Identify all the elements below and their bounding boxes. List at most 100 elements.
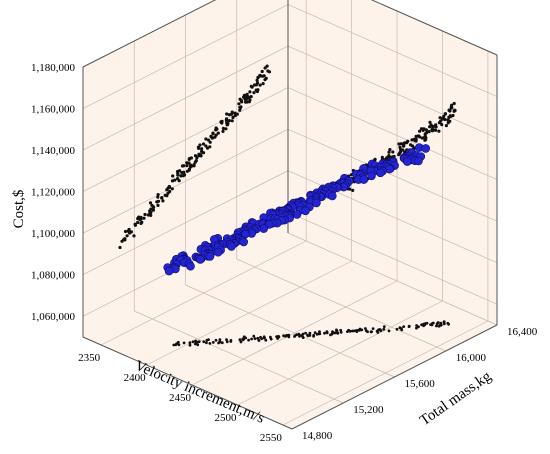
projection-xz-point xyxy=(450,103,454,107)
projection-xz-point xyxy=(443,112,447,116)
projection-xz-point xyxy=(430,129,434,133)
projection-xy-point xyxy=(430,322,434,326)
projection-yz-point xyxy=(139,221,143,225)
projection-yz-point xyxy=(193,154,198,158)
projection-yz-point xyxy=(151,208,155,212)
edge-front-x xyxy=(82,336,293,430)
gridline-z-right xyxy=(287,45,498,139)
gridline-y-floor xyxy=(236,258,446,352)
projection-yz-point xyxy=(155,200,159,204)
projection-xy-point xyxy=(252,334,256,338)
z-axis-title: Cost,$ xyxy=(11,189,27,228)
projection-yz-point xyxy=(179,174,183,178)
projection-yz-point xyxy=(187,157,191,161)
data-point xyxy=(312,198,321,208)
projection-yz-point xyxy=(209,135,213,139)
projection-xz-point xyxy=(420,136,424,140)
projection-xy-point xyxy=(435,324,438,328)
projection-xy-point xyxy=(301,335,304,338)
projection-yz-point xyxy=(127,231,132,235)
projection-yz-point xyxy=(201,151,206,155)
projection-yz-point xyxy=(245,92,249,96)
projection-yz-point xyxy=(136,220,140,225)
projection-xy-point xyxy=(211,341,215,344)
projection-yz-point xyxy=(133,222,137,226)
projection-yz-point xyxy=(196,145,200,149)
projection-yz-point xyxy=(120,239,124,243)
projection-xz-point xyxy=(437,129,441,133)
projection-xy-point xyxy=(364,327,367,330)
projection-xy-point xyxy=(259,335,262,339)
projection-xy-point xyxy=(437,324,441,328)
projection-xy-point xyxy=(323,331,326,335)
projection-xz-point xyxy=(448,119,452,123)
projection-xy-point xyxy=(312,333,316,337)
gridline-y-floor xyxy=(134,310,344,404)
projection-yz-point xyxy=(180,164,185,168)
projection-xy-point xyxy=(407,324,411,328)
projection-xy-point xyxy=(295,333,299,337)
projection-xy-point xyxy=(194,339,197,343)
gridline-z-right xyxy=(287,128,498,222)
projection-xy-point xyxy=(387,329,391,333)
projection-xz-point xyxy=(442,114,446,119)
tick-labels: 1,060,000 1,080,000 1,100,000 1,120,000 1,14… xyxy=(31,62,538,444)
projection-xy-point xyxy=(329,333,332,337)
projection-yz-point xyxy=(237,102,241,106)
projection-yz-point xyxy=(143,212,147,217)
projection-xz-point xyxy=(387,150,391,154)
projection-xy-point xyxy=(308,334,312,337)
projection-xy-point xyxy=(325,330,329,333)
projection-yz-point xyxy=(256,76,260,80)
projection-yz-point xyxy=(168,189,172,194)
projection-xz-point xyxy=(418,129,422,133)
projection-xy-point xyxy=(262,335,266,339)
projection-yz-point xyxy=(239,105,243,109)
projection-yz-point xyxy=(176,177,180,181)
projection-yz-point xyxy=(266,69,270,73)
projection-yz-point xyxy=(199,154,203,158)
projection-xz-point xyxy=(424,128,428,132)
projection-xy-point xyxy=(220,341,224,345)
projection-xy-point xyxy=(188,343,192,347)
projection-yz-point xyxy=(230,110,234,114)
projection-yz-point xyxy=(261,82,265,86)
projection-xz-point xyxy=(453,109,457,113)
projection-xz-point xyxy=(405,141,409,145)
projection-xy-point xyxy=(402,325,406,328)
projection-yz-point xyxy=(208,140,212,144)
x-tick-label: 2500 xyxy=(214,412,237,424)
projection-yz-point xyxy=(233,111,237,115)
z-tick-label: 1,160,000 xyxy=(31,104,76,116)
data-point xyxy=(259,224,269,233)
projection-xz-point xyxy=(443,117,447,122)
x-tick-label: 2400 xyxy=(124,372,147,384)
projection-xy-point xyxy=(318,332,322,336)
x-tick-label: 2550 xyxy=(260,432,283,444)
projection-xy-point xyxy=(188,341,192,345)
projection-xy-point xyxy=(366,330,369,334)
projection-yz-point xyxy=(192,163,196,167)
projection-xz-point xyxy=(438,119,442,124)
projection-yz-point xyxy=(264,76,268,80)
projection-yz-point xyxy=(255,78,259,82)
data-point xyxy=(213,247,223,257)
projection-xz-point xyxy=(440,117,444,121)
projection-xy-point xyxy=(425,321,429,325)
projection-xz-point xyxy=(434,123,438,127)
projection-yz-point xyxy=(182,170,186,174)
data-point xyxy=(359,175,369,184)
projection-xy-point xyxy=(400,327,403,330)
projection-xy-point xyxy=(182,341,186,345)
gridline-z-right xyxy=(287,211,498,305)
projection-xy-point xyxy=(293,335,296,338)
projection-yz-point xyxy=(211,132,215,136)
data-point xyxy=(367,171,376,181)
projection-xy-point xyxy=(308,331,312,335)
projection-xy-point xyxy=(225,338,228,341)
projection-yz-point xyxy=(242,93,246,97)
data-point xyxy=(376,168,385,178)
y-tick-label: 15,200 xyxy=(353,404,384,416)
projection-yz-point xyxy=(163,193,167,197)
